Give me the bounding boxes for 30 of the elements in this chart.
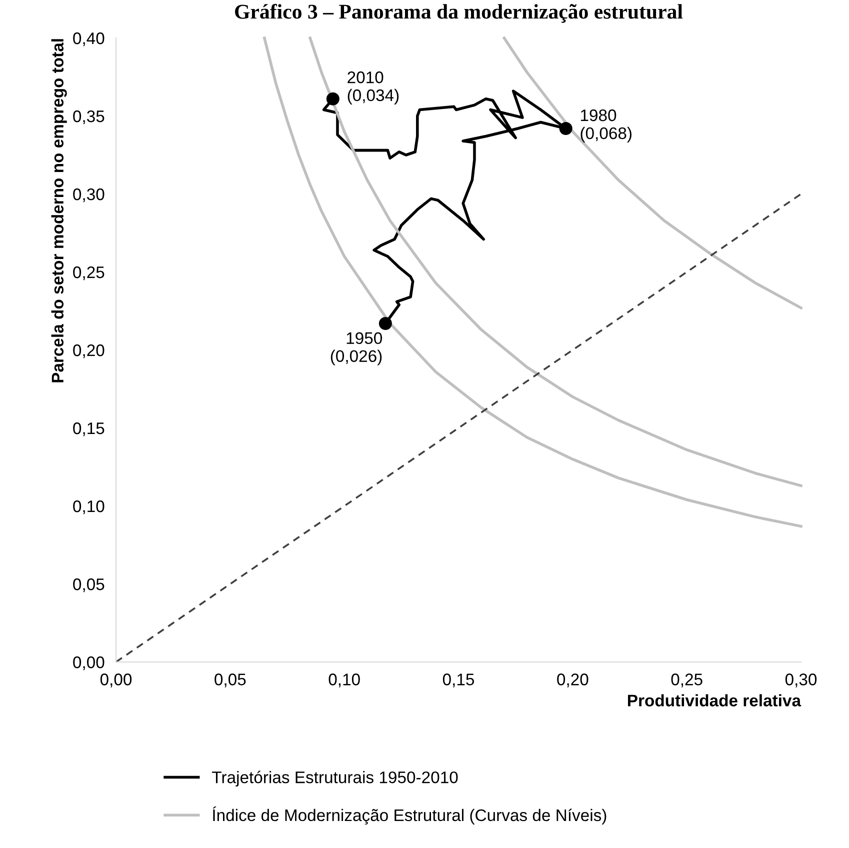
x-tick-label: 0,05 [214, 674, 246, 688]
point [559, 122, 572, 135]
line-series [263, 36, 802, 528]
x-tick-label: 0,20 [557, 674, 588, 688]
y-tick-label: 0,05 [73, 578, 104, 592]
y-tick-label: 0,15 [73, 422, 104, 436]
y-tick-label: 0,40 [73, 32, 104, 46]
y-axis-title: Parcela do setor moderno no emprego total [51, 39, 67, 382]
x-tick-label: 0,30 [785, 674, 817, 688]
annotation: 2010 (0,034) [348, 71, 399, 104]
y-tick-label: 0,35 [73, 110, 104, 124]
y-tick-label: 0,30 [73, 188, 104, 202]
y-tick-label: 0,00 [73, 656, 104, 670]
y-tick-label: 0,20 [73, 344, 104, 358]
point [378, 316, 392, 330]
x-axis-title: Produtividade relativa [628, 694, 802, 706]
x-tick-label: 0,00 [100, 674, 132, 688]
legend-label: Índice de Modernização Estrutural (Curvas de Níveis) [212, 806, 606, 825]
x-tick-label: 0,25 [671, 674, 702, 688]
annotation: 1980 (0,068) [580, 109, 632, 142]
chart-title: Gráfico 3 – Panorama da modernização estrutural [235, 4, 683, 23]
x-tick-label: 0,15 [442, 674, 474, 688]
y-tick-label: 0,25 [73, 266, 104, 280]
legend-label: Trajetórias Estruturais 1950-2010 [212, 770, 458, 787]
x-tick-label: 0,10 [328, 674, 360, 688]
line-series [502, 36, 802, 310]
annotation: 1950 (0,026) [330, 332, 382, 366]
y-tick-label: 0,10 [73, 500, 104, 514]
line-series [308, 36, 802, 488]
point [326, 92, 340, 106]
